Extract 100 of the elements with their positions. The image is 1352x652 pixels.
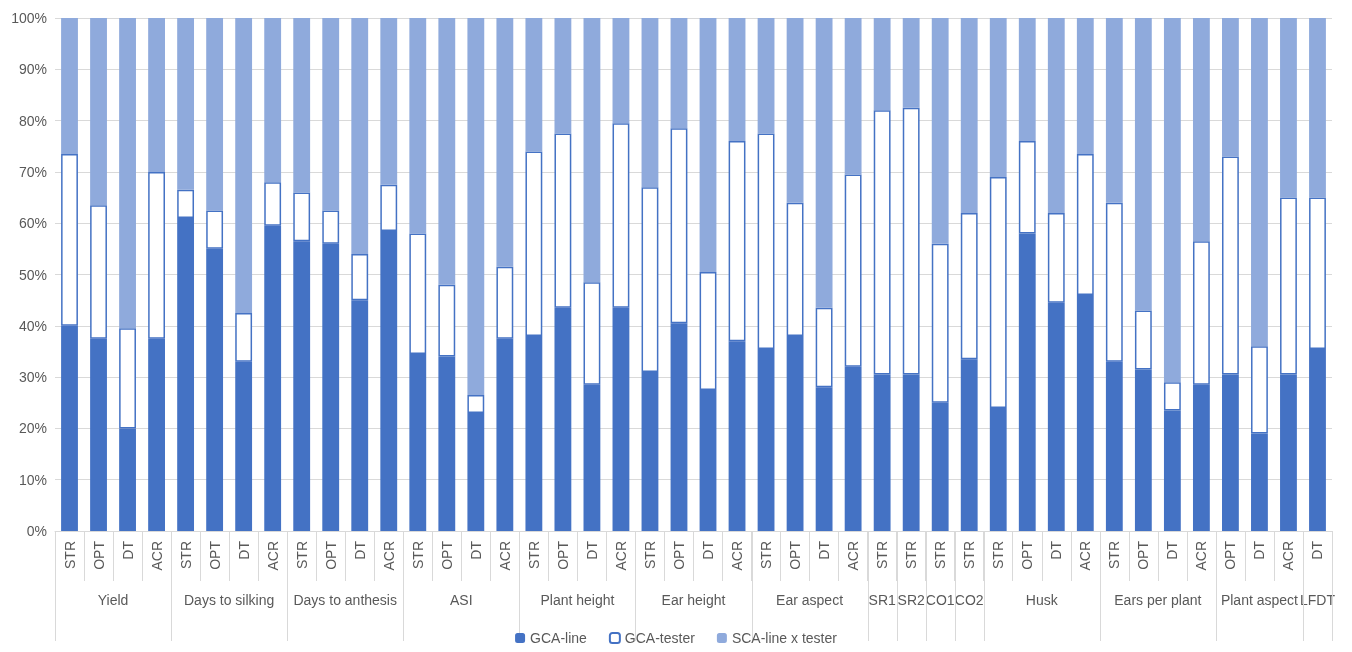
- bar: [1076, 18, 1094, 154]
- x-tick-label: OPT: [1222, 540, 1239, 570]
- x-tick-label: ACR: [845, 541, 862, 571]
- bar: [525, 18, 543, 152]
- bar: [873, 18, 891, 111]
- text: Days to silking: [184, 592, 275, 608]
- bar: [902, 18, 920, 108]
- x-tick-label: OPT: [554, 540, 571, 570]
- x-tick-label: STR: [903, 541, 920, 569]
- y-tick-label: 80%: [18, 112, 47, 129]
- bar: [1222, 18, 1239, 157]
- bar: [1280, 18, 1297, 198]
- x-tick-label: STR: [61, 541, 78, 569]
- x-tick-label: STR: [177, 541, 194, 569]
- x-tick-label: OPT: [1135, 540, 1152, 570]
- x-tick-label: STR: [874, 541, 891, 569]
- text: Plant aspect: [1220, 592, 1299, 608]
- bar: [1047, 18, 1065, 213]
- bar: [989, 18, 1007, 178]
- x-tick-label: ACR: [264, 541, 281, 571]
- bar: [438, 18, 456, 285]
- x-tick-label: OPT: [787, 540, 804, 570]
- x-tick-label: DT: [351, 540, 368, 560]
- x-tick-label: STR: [525, 541, 542, 569]
- bar: [844, 18, 862, 175]
- bar: [641, 18, 659, 188]
- bar: [235, 18, 253, 313]
- text: Husk: [1025, 592, 1059, 608]
- text: Plant height: [540, 592, 615, 608]
- x-tick-label: ACR: [148, 541, 165, 571]
- text: Ear height: [661, 592, 726, 608]
- x-tick-label: OPT: [322, 540, 339, 570]
- text: Yield: [97, 592, 129, 608]
- bar: [1251, 18, 1268, 347]
- y-tick-label: 90%: [18, 61, 47, 78]
- bar: [1018, 18, 1036, 142]
- bar: [90, 18, 107, 206]
- bar: [554, 18, 572, 134]
- x-tick-label: STR: [758, 541, 775, 569]
- x-tick-label: STR: [961, 541, 978, 569]
- legend-label: GCA-line: [530, 630, 588, 646]
- x-tick-label: DT: [119, 540, 136, 560]
- legend-label: GCA-tester: [624, 630, 696, 646]
- text: CO1: [925, 592, 955, 608]
- bar: [1105, 18, 1123, 203]
- x-tick-label: STR: [409, 541, 426, 569]
- text: LFDT: [1299, 592, 1336, 608]
- x-tick-label: OPT: [438, 540, 455, 570]
- y-tick-label: 0%: [26, 523, 47, 539]
- y-tick-label: 10%: [18, 471, 47, 488]
- x-tick-label: DT: [583, 540, 600, 560]
- x-tick-label: OPT: [670, 540, 687, 570]
- x-tick-label: ACR: [496, 541, 513, 571]
- text: ASI: [450, 592, 473, 608]
- x-tick-label: DT: [816, 540, 833, 560]
- bar: [264, 18, 282, 183]
- bar: [409, 18, 427, 234]
- text: SR2: [897, 592, 925, 608]
- bar: [757, 18, 775, 134]
- bar: [699, 18, 717, 272]
- bar: [322, 18, 340, 211]
- x-tick-label: ACR: [1280, 541, 1297, 571]
- x-tick-label: DT: [1309, 540, 1326, 560]
- bar: [786, 18, 804, 203]
- bar: [583, 18, 601, 283]
- bar: [815, 18, 833, 308]
- x-tick-label: OPT: [1019, 540, 1036, 570]
- bar: [960, 18, 978, 213]
- bar: [467, 18, 485, 396]
- legend-label: SCA-line x tester: [731, 630, 838, 646]
- x-tick-label: STR: [641, 541, 658, 569]
- bar: [728, 18, 746, 142]
- x-tick-label: DT: [700, 540, 717, 560]
- bar: [148, 18, 165, 172]
- text: Ears per plant: [1114, 592, 1202, 608]
- y-tick-label: 50%: [18, 266, 47, 283]
- bar: [380, 18, 398, 185]
- y-tick-label: 60%: [18, 215, 47, 232]
- x-tick-label: DT: [1048, 540, 1065, 560]
- x-tick-label: OPT: [206, 540, 223, 570]
- x-tick-label: STR: [1106, 541, 1123, 569]
- bar: [1192, 18, 1210, 242]
- bar: [61, 18, 78, 154]
- text: Days to anthesis: [293, 592, 397, 608]
- bar: [1163, 18, 1181, 383]
- bar: [177, 18, 195, 190]
- x-tick-label: DT: [1251, 540, 1268, 560]
- x-tick-label: DT: [235, 540, 252, 560]
- text: Ear aspect: [776, 592, 844, 608]
- bar: [351, 18, 369, 254]
- bar: [206, 18, 224, 211]
- x-tick-label: OPT: [90, 540, 107, 570]
- bar: [670, 18, 688, 129]
- x-tick-label: DT: [1164, 540, 1181, 560]
- x-tick-label: ACR: [729, 541, 746, 571]
- bar: [931, 18, 949, 244]
- bar: [612, 18, 630, 124]
- x-tick-label: DT: [467, 540, 484, 560]
- x-tick-label: ACR: [612, 541, 629, 571]
- y-tick-label: 30%: [18, 369, 47, 386]
